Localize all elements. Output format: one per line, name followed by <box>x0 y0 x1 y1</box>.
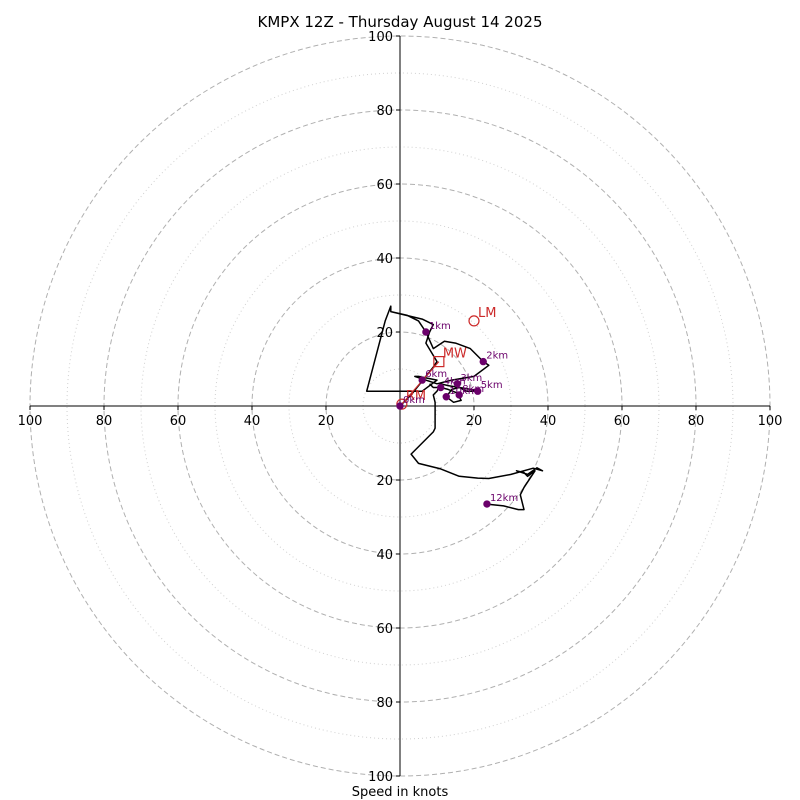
tick-labels: 100 80 60 40 20 20 40 60 80 100 100 80 60 40 20 20 40 60 8… <box>18 30 783 785</box>
x-tick-label: 80 <box>688 414 705 429</box>
height-marker-point <box>474 387 482 395</box>
height-marker-label: 8km <box>462 384 484 395</box>
mean-wind-marker <box>433 356 445 368</box>
storm-motion-label: RM <box>406 389 426 404</box>
x-tick-label: 100 <box>18 414 43 429</box>
x-tick-label: 40 <box>244 414 261 429</box>
y-tick-label: 20 <box>376 326 393 341</box>
height-marker-point <box>479 357 487 366</box>
chart-title: KMPX 12Z - Thursday August 14 2025 <box>258 13 543 31</box>
storm-motion-label: MW <box>443 347 467 362</box>
height-marker-label: 12km <box>490 493 518 504</box>
storm-motion-lm-marker <box>468 315 480 327</box>
y-tick-label: 80 <box>376 104 393 119</box>
x-tick-label: 80 <box>96 414 113 429</box>
x-tick-label: 40 <box>540 414 557 429</box>
storm-motion-markers: LM MW RM <box>396 306 496 410</box>
x-axis-label: Speed in knots <box>352 785 449 800</box>
y-tick-label: 60 <box>376 178 393 193</box>
x-tick-label: 100 <box>758 414 783 429</box>
x-tick-label: 60 <box>614 414 631 429</box>
height-marker-label: 0km <box>403 395 425 406</box>
storm-motion-label: LM <box>478 306 496 321</box>
height-marker-label: 6km <box>425 369 447 380</box>
y-tick-label: 20 <box>376 474 393 489</box>
hodograph-line-lower <box>410 383 544 511</box>
x-tick-label: 60 <box>170 414 187 429</box>
height-marker-point <box>483 500 491 508</box>
height-marker-point <box>442 393 450 401</box>
height-marker-point <box>418 376 426 384</box>
y-tick-label: 60 <box>376 622 393 637</box>
x-tick-label: 20 <box>318 414 335 429</box>
height-marker-point <box>422 328 430 336</box>
height-marker-point <box>453 380 462 388</box>
height-marker-point <box>455 391 463 399</box>
y-tick-label: 100 <box>368 30 393 45</box>
height-marker-label: 10km <box>449 386 477 397</box>
height-marker-label: 5km <box>481 380 503 391</box>
height-marker-label: 4km <box>444 377 466 388</box>
x-tick-label: 20 <box>466 414 483 429</box>
height-marker-label: 2km <box>486 351 508 362</box>
height-marker-point <box>396 402 404 410</box>
y-tick-label: 40 <box>376 548 393 563</box>
height-marker-label: 3km <box>460 373 482 384</box>
height-marker-label: 1km <box>429 321 451 332</box>
y-tick-label: 100 <box>368 770 393 785</box>
height-marker-point <box>437 383 445 392</box>
hodograph-trace <box>365 305 544 511</box>
y-tick-label: 40 <box>376 252 393 267</box>
y-tick-label: 80 <box>376 696 393 711</box>
